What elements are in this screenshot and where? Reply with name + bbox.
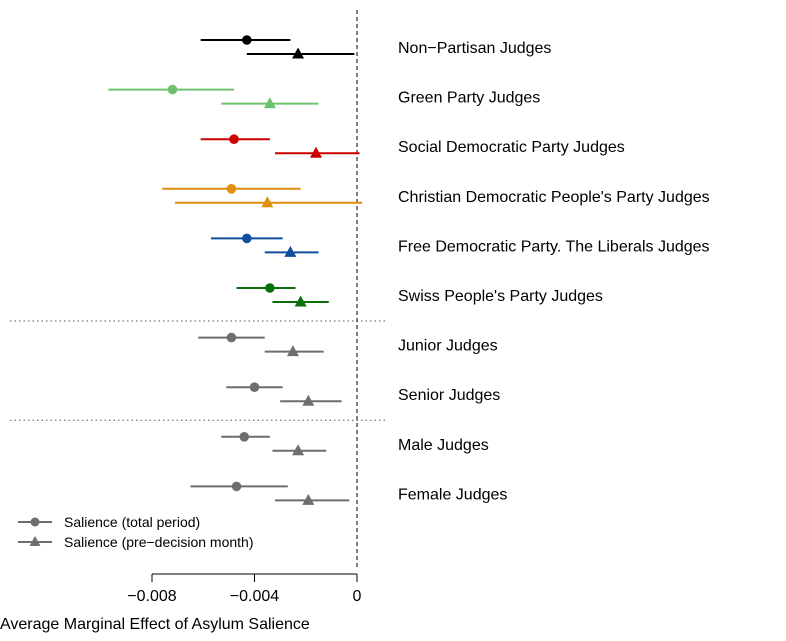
row-label: Junior Judges [398,338,498,355]
point-pre [294,295,307,307]
group-social-democratic-party-judges [200,134,360,158]
point-total [242,35,252,45]
point-total [239,432,250,442]
x-tick-label: −0.004 [230,588,279,605]
group-junior-judges [198,332,324,357]
point-pre [263,97,276,109]
group-non-partisan-judges [200,35,355,59]
legend-label-pre: Salience (pre−decision month) [64,534,254,550]
group-male-judges [221,432,327,456]
point-pre [292,444,305,456]
point-pre [286,345,299,357]
row-label: Male Judges [398,437,489,454]
row-label: Social Democratic Party Judges [398,139,625,156]
group-christian-democratic-people-s-party-judges [162,184,363,208]
legend-marker-circle [30,517,40,527]
point-pre [261,196,274,208]
x-axis-title: Average Marginal Effect of Asylum Salien… [0,616,310,633]
group-female-judges [190,481,350,505]
point-total [226,184,237,194]
legend-marker-triangle [29,536,41,546]
x-tick-label: 0 [353,588,362,605]
row-label: Senior Judges [398,387,500,404]
group-separators [10,320,385,421]
group-senior-judges [226,382,342,406]
row-label: Swiss People's Party Judges [398,288,603,305]
point-total [231,481,242,492]
point-pre [292,47,305,59]
group-swiss-people-s-party-judges [236,283,329,307]
row-label: Female Judges [398,486,507,503]
point-total [167,84,178,95]
group-free-democratic-party-the-liberals-judges [210,233,319,257]
row-label: Free Democratic Party. The Liberals Judg… [398,238,710,255]
point-pre [284,245,297,257]
point-total [249,382,260,393]
legend: Salience (total period) Salience (pre−de… [18,514,254,550]
group-green-party-judges [108,84,319,109]
row-label: Green Party Judges [398,90,540,107]
point-total [265,283,275,293]
point-total [242,233,252,244]
x-axis: −0.008 −0.004 0 [127,573,362,605]
point-pre [302,493,315,505]
x-tick-label: −0.008 [127,588,176,605]
row-labels: Non−Partisan Judges Green Party Judges Soc… [398,40,710,503]
row-label: Non−Partisan Judges [398,40,551,57]
point-pre [310,146,322,158]
row-label: Christian Democratic People's Party Judg… [398,189,710,206]
legend-label-total: Salience (total period) [64,514,200,530]
estimates [108,35,363,505]
point-total [229,134,239,144]
point-total [226,332,237,343]
point-pre [302,394,315,406]
